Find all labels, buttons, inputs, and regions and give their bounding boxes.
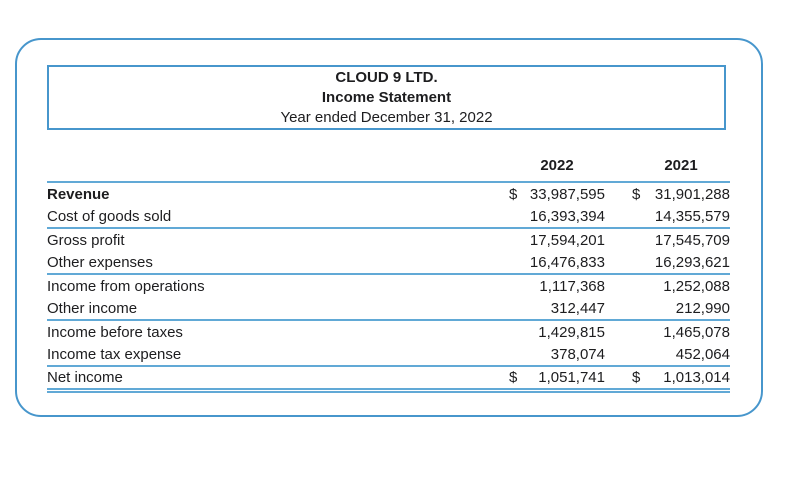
amount-2022: 1,429,815 (509, 324, 605, 341)
amount-value: 1,051,741 (538, 369, 605, 386)
income-statement-table: 2022 2021 Revenue $ 33,987,595 $ 31,901,… (47, 152, 730, 393)
table-row-gross-profit: Gross profit 17,594,201 17,545,709 (47, 229, 730, 252)
amount-2022: 378,074 (509, 346, 605, 363)
row-label: Gross profit (47, 232, 125, 249)
row-label: Other expenses (47, 254, 153, 271)
amount-2022: 17,594,201 (509, 232, 605, 249)
table-row-income-before-taxes: Income before taxes 1,429,815 1,465,078 (47, 321, 730, 344)
amount-2022: 16,476,833 (509, 254, 605, 271)
table-row-net-income: Net income $ 1,051,741 $ 1,013,014 (47, 367, 730, 390)
table-row-income-tax-expense: Income tax expense 378,074 452,064 (47, 344, 730, 367)
amount-value: 312,447 (550, 300, 605, 317)
table-row-revenue: Revenue $ 33,987,595 $ 31,901,288 (47, 183, 730, 206)
table-header-row: 2022 2021 (47, 152, 730, 183)
dollar-sign: $ (632, 186, 641, 203)
amount-value: 1,117,368 (539, 278, 605, 295)
amount-2021: 17,545,709 (632, 232, 730, 249)
amount-2021: 212,990 (632, 300, 730, 317)
amount-2022: 1,117,368 (509, 278, 605, 295)
amount-value: 16,393,394 (529, 208, 605, 225)
amount-value: 1,013,014 (663, 369, 730, 386)
table-row-other-expenses: Other expenses 16,476,833 16,293,621 (47, 252, 730, 275)
row-label: Net income (47, 369, 123, 386)
amount-2021: 14,355,579 (632, 208, 730, 225)
amount-2022: 312,447 (509, 300, 605, 317)
amount-value: 31,901,288 (654, 186, 730, 203)
row-label: Revenue (47, 186, 110, 203)
statement-period: Year ended December 31, 2022 (280, 108, 493, 126)
row-label: Income before taxes (47, 324, 183, 341)
net-income-double-underline (47, 390, 730, 393)
amount-value: 33,987,595 (529, 186, 605, 203)
column-header-2022: 2022 (540, 157, 574, 174)
statement-title: Income Statement (321, 88, 452, 106)
amount-value: 16,476,833 (529, 254, 605, 271)
dollar-sign: $ (509, 369, 518, 386)
statement-header: CLOUD 9 LTD. Income Statement Year ended… (47, 65, 726, 130)
amount-value: 1,252,088 (663, 278, 730, 295)
amount-value: 17,594,201 (529, 232, 605, 249)
company-name: CLOUD 9 LTD. (335, 68, 438, 86)
amount-value: 17,545,709 (654, 232, 730, 249)
row-label: Income tax expense (47, 346, 182, 363)
amount-2021: $ 31,901,288 (632, 186, 730, 203)
amount-value: 1,429,815 (538, 324, 605, 341)
table-row-income-from-operations: Income from operations 1,117,368 1,252,0… (47, 275, 730, 298)
amount-value: 16,293,621 (654, 254, 730, 271)
table-row-other-income: Other income 312,447 212,990 (47, 298, 730, 321)
dollar-sign: $ (632, 369, 641, 386)
amount-2022: 16,393,394 (509, 208, 605, 225)
amount-2022: $ 1,051,741 (509, 369, 605, 386)
amount-2021: 16,293,621 (632, 254, 730, 271)
amount-value: 1,465,078 (663, 324, 730, 341)
amount-2021: 1,252,088 (632, 278, 730, 295)
amount-2022: $ 33,987,595 (509, 186, 605, 203)
row-label: Other income (47, 300, 138, 317)
dollar-sign: $ (509, 186, 518, 203)
amount-2021: 1,465,078 (632, 324, 730, 341)
table-row-cost-of-goods-sold: Cost of goods sold 16,393,394 14,355,579 (47, 206, 730, 229)
amount-value: 452,064 (675, 346, 730, 363)
column-header-2021: 2021 (664, 157, 698, 174)
amount-value: 14,355,579 (654, 208, 730, 225)
amount-value: 212,990 (675, 300, 730, 317)
amount-2021: 452,064 (632, 346, 730, 363)
amount-2021: $ 1,013,014 (632, 369, 730, 386)
row-label: Cost of goods sold (47, 208, 172, 225)
row-label: Income from operations (47, 278, 205, 295)
amount-value: 378,074 (550, 346, 605, 363)
